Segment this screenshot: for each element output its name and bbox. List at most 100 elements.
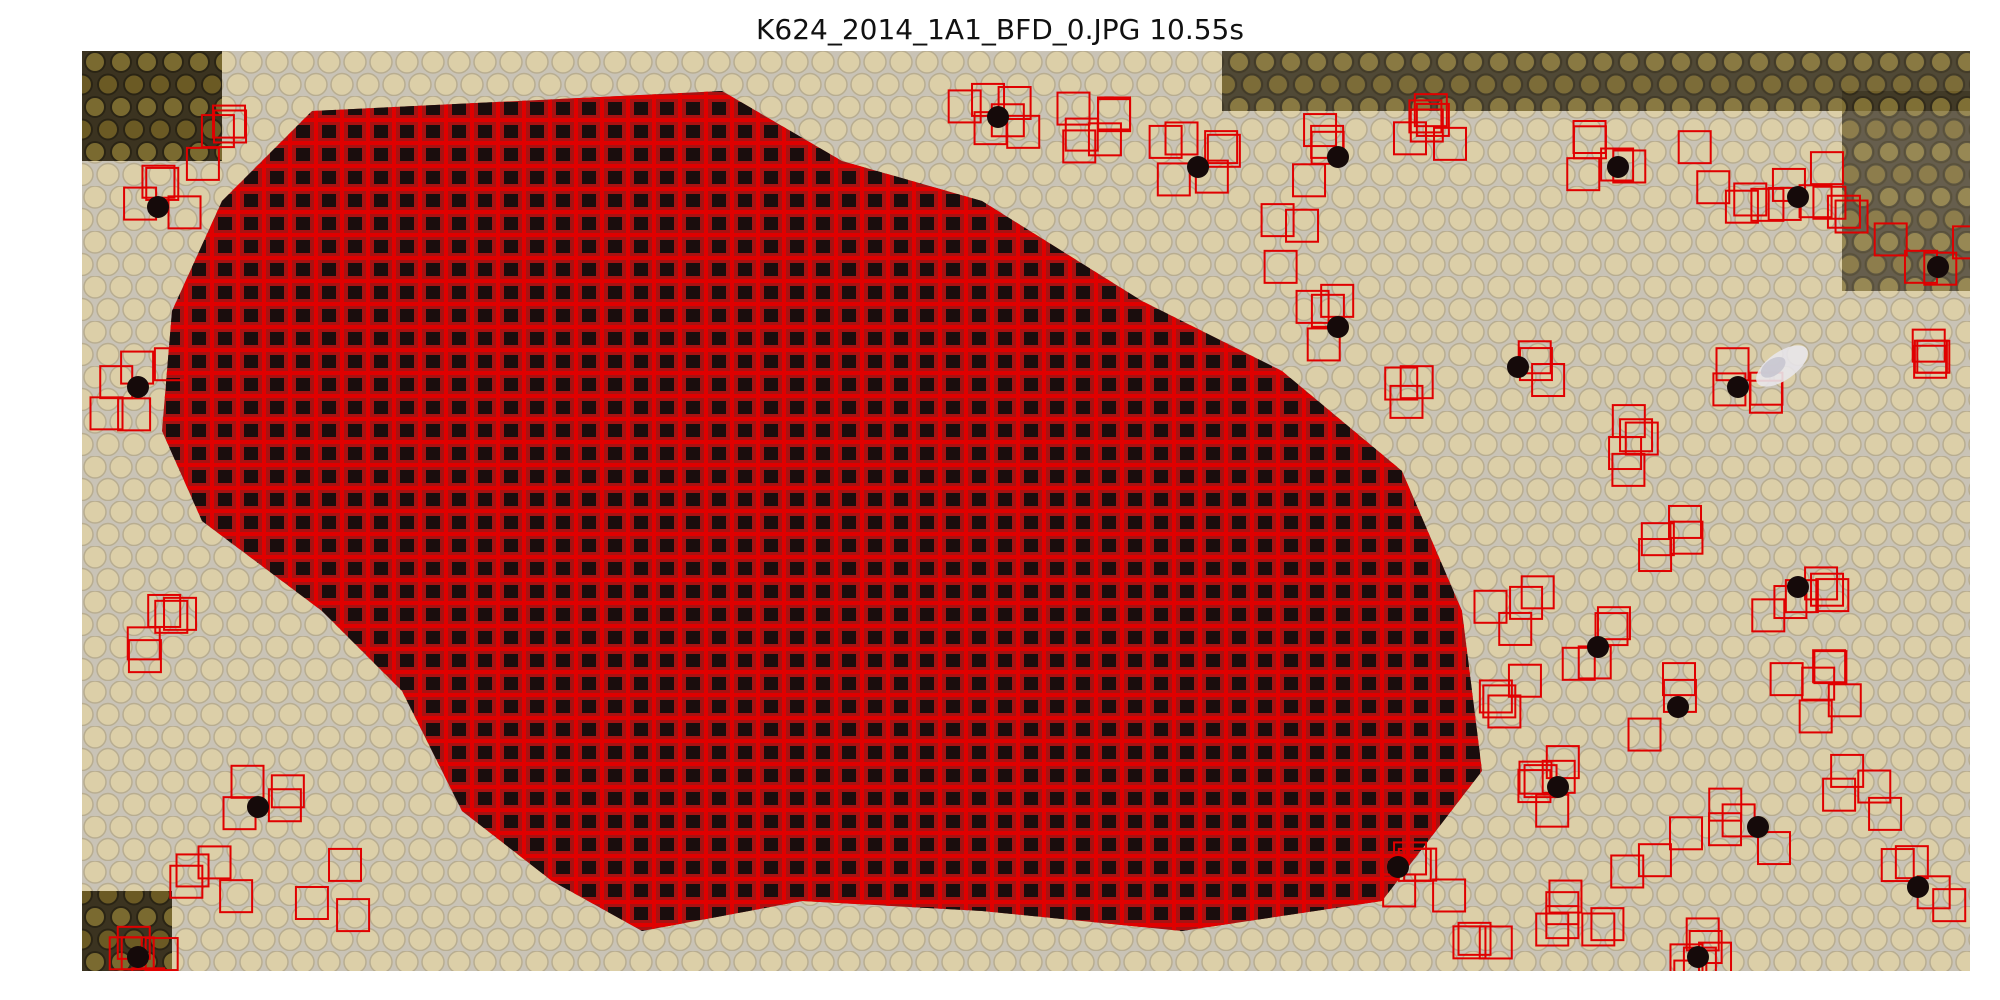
detection-box [1457,921,1492,956]
detection-box [1572,125,1607,160]
open-cell [1667,696,1689,718]
detection-box [1594,612,1629,647]
detection-box [127,639,162,674]
detection-box [1596,606,1631,641]
open-cell [1747,816,1769,838]
detection-box [1756,831,1791,866]
detection-box [294,885,329,920]
open-cell [1787,186,1809,208]
detection-box [1590,907,1625,942]
open-cell [1907,876,1929,898]
detection-box [1545,905,1580,940]
comb-image [82,51,1970,971]
detection-box [1263,249,1298,284]
detection-box [1751,598,1786,633]
detection-box [126,626,161,661]
open-cell [1927,256,1949,278]
detection-box [1392,121,1427,156]
detection-box [1581,912,1616,947]
detection-box [175,853,210,888]
detection-box [1535,912,1570,947]
open-cell [1507,356,1529,378]
detection-box [1815,578,1850,613]
detection-box [1509,585,1544,620]
detection-box [1156,162,1191,197]
detection-box [947,89,982,124]
detection-box [1097,98,1132,133]
detection-box [1531,363,1566,398]
detection-box [167,195,202,230]
detection-box [1669,816,1704,851]
open-cell [1727,376,1749,398]
detection-box [1487,694,1522,729]
open-cell [1587,636,1609,658]
detection-box [1868,796,1903,831]
open-cell [1327,146,1349,168]
detection-box [1708,787,1743,822]
detection-box [1637,843,1672,878]
detection-box [1662,662,1697,697]
detection-box [1384,366,1419,401]
detection-box [1295,289,1330,324]
open-cell [1787,576,1809,598]
open-cell [127,946,149,968]
detection-box [1880,848,1915,883]
detection-box [1285,208,1320,243]
figure-title: K624_2014_1A1_BFD_0.JPG 10.55s [756,13,1244,46]
detection-box [1507,663,1542,698]
detection-box [1520,575,1555,610]
detection-box [1608,436,1643,471]
detection-box [197,845,232,880]
detection-box [219,879,254,914]
detection-box [1498,611,1533,646]
detection-box [1433,126,1468,161]
open-cell [1187,156,1209,178]
comb-photo [82,51,1970,971]
detection-box [1810,572,1845,607]
detection-box [270,774,305,809]
detection-box [1627,717,1662,752]
detection-box [1668,504,1703,539]
detection-box [1452,925,1487,960]
detection-box [1432,878,1467,913]
open-cell [987,106,1009,128]
open-cell [147,196,169,218]
honey-area-top-right-edge [1842,91,1970,291]
open-cell [1547,776,1569,798]
detection-box [1813,650,1848,685]
detection-box [336,898,371,933]
detection-box [1482,684,1517,719]
open-cell [127,376,149,398]
detection-box [267,788,302,823]
detection-box [200,114,235,149]
detection-box [1696,170,1731,205]
detection-box [153,347,188,382]
detection-box [212,104,247,139]
detection-box [1952,225,1970,260]
detection-box [1822,777,1857,812]
detection-box [1834,199,1869,234]
detection-box [1923,251,1958,286]
detection-box [169,864,204,899]
detection-box [1600,147,1635,182]
detection-box [1769,662,1804,697]
detection-box [1913,344,1948,379]
detection-box [120,936,155,971]
open-cell [1387,856,1409,878]
detection-box [1857,769,1892,804]
detection-box [1826,194,1861,229]
open-cell [247,796,269,818]
detection-box [1610,854,1645,889]
detection-box [1873,222,1908,257]
open-cells [127,106,1949,968]
detection-box [1206,133,1241,168]
detection-box [1809,151,1844,186]
detection-box [154,599,189,634]
bee [1756,345,1808,387]
detection-box [1812,185,1847,220]
open-cell [1687,946,1709,968]
detection-box [1292,163,1327,198]
detection-box [328,847,363,882]
detection-box [1056,91,1091,126]
detection-box [1478,925,1513,960]
